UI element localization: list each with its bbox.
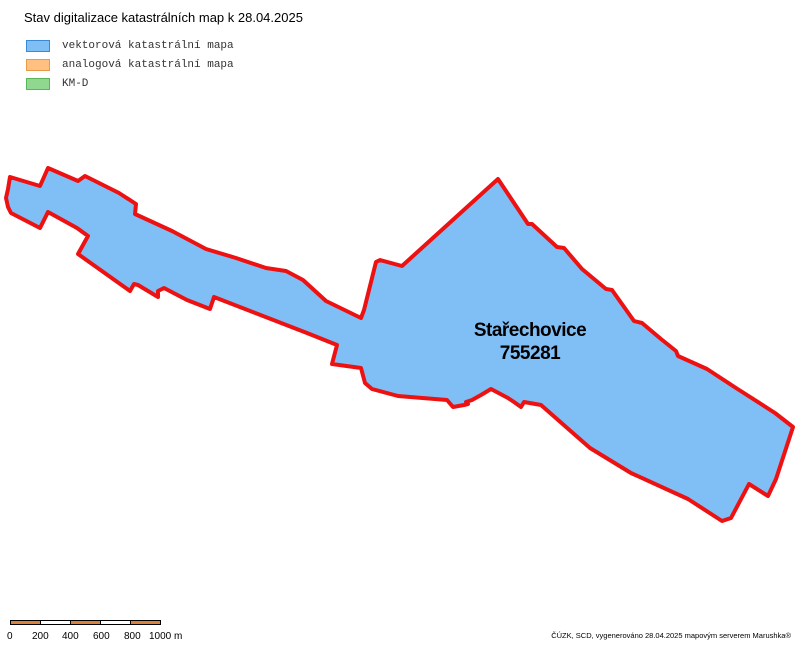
- scale-label: 0: [7, 631, 13, 642]
- legend-item-analog: analogová katastrální mapa: [26, 55, 234, 74]
- legend-swatch-analog: [26, 58, 50, 71]
- legend-item-vector: vektorová katastrální mapa: [26, 36, 234, 55]
- scale-label: 600: [93, 631, 110, 642]
- scale-label: 1000 m: [149, 631, 183, 642]
- cadastral-area-code: 755281: [499, 343, 561, 364]
- map-title: Stav digitalizace katastrálních map k 28…: [24, 10, 303, 25]
- legend-label-vector: vektorová katastrální mapa: [62, 39, 234, 52]
- scale-segment: [70, 620, 101, 625]
- scale-segment: [40, 620, 71, 625]
- cadastral-area-polygon[interactable]: [4, 166, 795, 523]
- map-legend: vektorová katastrální mapa analogová kat…: [26, 36, 234, 93]
- legend-label-analog: analogová katastrální mapa: [62, 58, 234, 71]
- scale-label: 200: [32, 631, 49, 642]
- cadastral-area-name: Stařechovice: [473, 320, 587, 341]
- legend-item-kmd: KM-D: [26, 74, 234, 93]
- legend-swatch-vector: [26, 39, 50, 52]
- scale-label: 400: [62, 631, 79, 642]
- scale-segment: [130, 620, 161, 625]
- scale-segment: [10, 620, 41, 625]
- map-credit: ČÚZK, SCD, vygenerováno 28.04.2025 mapov…: [551, 631, 791, 640]
- legend-label-kmd: KM-D: [62, 77, 89, 90]
- legend-swatch-kmd: [26, 77, 50, 90]
- scale-segment: [100, 620, 131, 625]
- scale-label: 800: [124, 631, 141, 642]
- scale-bar: [10, 620, 161, 625]
